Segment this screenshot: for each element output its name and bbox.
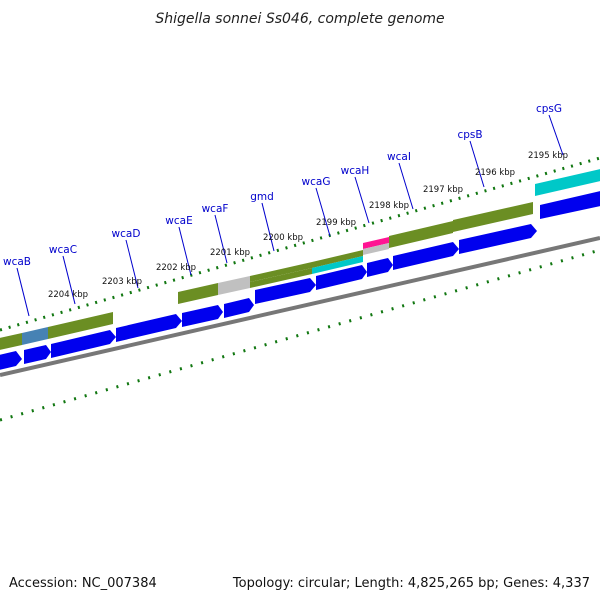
cds-arrow: [24, 345, 51, 364]
backbone: [0, 236, 600, 377]
cog-block: [312, 250, 363, 268]
kbp-label: 2197 kbp: [423, 185, 463, 195]
gene-label: wcaE: [165, 215, 192, 227]
cds-arrow: [224, 298, 254, 318]
gene-label: wcaI: [387, 151, 411, 163]
gene-label: wcaC: [49, 244, 77, 256]
gene-labels: wcaB wcaC wcaD wcaE wcaF gmd wcaG wcaH w…: [3, 103, 562, 268]
gene-label: cpsB: [457, 129, 482, 141]
cog-block: [250, 268, 312, 288]
cog-block: [218, 276, 250, 295]
cog-block: [22, 327, 48, 345]
cog-block: [178, 283, 218, 304]
kbp-label: 2196 kbp: [475, 168, 515, 178]
cds-arrow: [255, 278, 316, 304]
cog-block: [453, 202, 533, 232]
outer-tick-track: [0, 156, 600, 332]
kbp-label: 2203 kbp: [102, 277, 142, 287]
topology-label: Topology: circular; Length: 4,825,265 bp…: [232, 576, 590, 591]
cds-arrow: [459, 224, 537, 254]
cds-arrow: [182, 305, 223, 327]
map-title: Shigella sonnei Ss046, complete genome: [155, 11, 444, 27]
kbp-label: 2198 kbp: [369, 201, 409, 211]
cog-block: [389, 221, 453, 248]
gene-label: wcaD: [112, 228, 141, 240]
cog-block: [535, 169, 600, 196]
kbp-labels: 2204 kbp 2203 kbp 2202 kbp 2201 kbp 2200…: [48, 151, 568, 300]
cds-track: [0, 191, 600, 370]
cds-arrow: [116, 314, 182, 342]
cog-block: [363, 237, 389, 249]
cog-feature-track: [0, 169, 600, 350]
gene-label: wcaF: [202, 203, 229, 215]
gene-label: cpsG: [536, 103, 562, 115]
cog-block: [48, 312, 113, 339]
gene-label: wcaB: [3, 256, 31, 268]
gene-leader-lines: [16, 114, 564, 317]
cds-arrow: [367, 258, 393, 277]
cog-block: [363, 243, 389, 255]
cog-block: [250, 262, 312, 282]
cds-arrow: [540, 191, 600, 219]
gene-label: wcaH: [341, 165, 370, 177]
kbp-label: 2201 kbp: [210, 248, 250, 258]
cog-block: [312, 256, 363, 274]
kbp-label: 2195 kbp: [528, 151, 568, 161]
cog-block: [0, 333, 22, 350]
kbp-label: 2200 kbp: [263, 233, 303, 243]
cds-arrow: [0, 351, 22, 370]
cds-arrow: [393, 242, 459, 270]
gene-label: wcaG: [302, 176, 331, 188]
cds-arrow: [316, 265, 367, 290]
kbp-label: 2202 kbp: [156, 263, 196, 273]
kbp-label: 2199 kbp: [316, 218, 356, 228]
kbp-label: 2204 kbp: [48, 290, 88, 300]
cds-arrow: [51, 330, 116, 358]
accession-label: Accession: NC_007384: [9, 576, 157, 591]
gene-label: gmd: [250, 191, 274, 203]
